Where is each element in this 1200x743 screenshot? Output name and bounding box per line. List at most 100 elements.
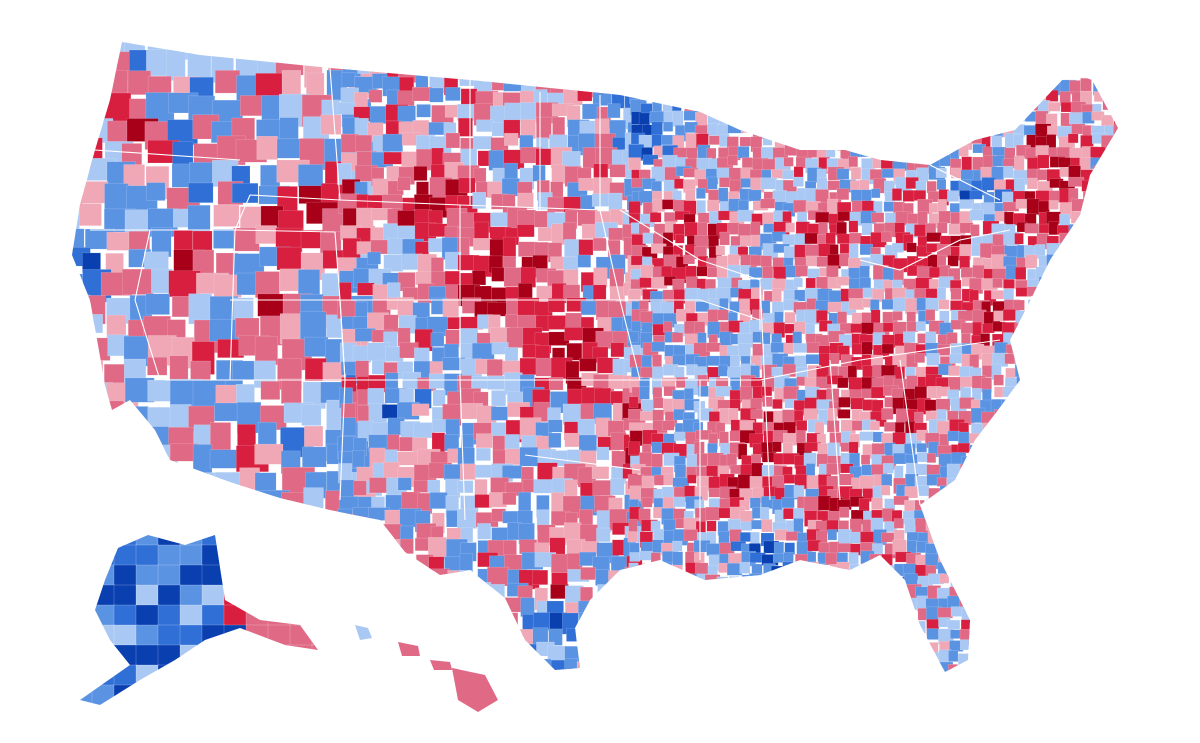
county-cell bbox=[201, 604, 226, 627]
county-cell bbox=[397, 451, 419, 466]
county-cell bbox=[851, 420, 863, 431]
county-cell bbox=[782, 169, 794, 180]
county-cell bbox=[848, 288, 864, 300]
county-cell bbox=[214, 70, 241, 94]
county-cell bbox=[628, 157, 641, 170]
county-cell bbox=[1015, 266, 1027, 280]
county-cell bbox=[892, 188, 903, 201]
county-cell bbox=[793, 485, 805, 498]
county-cell bbox=[706, 355, 720, 366]
county-cell bbox=[739, 561, 751, 574]
county-cell bbox=[413, 166, 428, 181]
county-cell bbox=[805, 354, 821, 365]
county-cell bbox=[727, 155, 738, 166]
county-cell bbox=[429, 492, 448, 509]
county-cell bbox=[861, 322, 874, 335]
county-cell bbox=[233, 297, 254, 322]
county-cell bbox=[640, 264, 654, 278]
county-cell bbox=[504, 162, 518, 181]
county-cell bbox=[991, 245, 1007, 255]
county-cell bbox=[551, 492, 565, 512]
county-cell bbox=[564, 327, 584, 341]
county-cell bbox=[168, 270, 201, 298]
county-cell bbox=[592, 480, 613, 496]
county-cell bbox=[429, 361, 443, 375]
county-cell bbox=[715, 245, 726, 256]
county-cell bbox=[255, 271, 280, 298]
county-cell bbox=[551, 164, 567, 184]
county-cell bbox=[548, 377, 564, 391]
county-cell bbox=[881, 408, 894, 420]
county-cell bbox=[687, 474, 697, 484]
county-cell bbox=[750, 531, 760, 545]
county-cell bbox=[950, 300, 964, 312]
county-cell bbox=[719, 201, 730, 213]
county-cell bbox=[427, 479, 441, 494]
county-cell bbox=[104, 183, 129, 212]
county-cell bbox=[826, 265, 839, 278]
county-cell bbox=[671, 332, 684, 343]
county-cell bbox=[383, 151, 404, 165]
county-cell bbox=[157, 604, 182, 627]
county-cell bbox=[1003, 165, 1014, 179]
county-cell bbox=[795, 221, 810, 234]
county-cell bbox=[355, 134, 372, 152]
county-cell bbox=[416, 104, 431, 118]
county-cell bbox=[652, 409, 664, 422]
county-cell bbox=[352, 450, 366, 468]
county-cell bbox=[947, 190, 960, 202]
county-cell bbox=[707, 123, 719, 136]
county-cell bbox=[969, 189, 983, 200]
county-cell bbox=[697, 332, 707, 345]
county-cell bbox=[562, 222, 577, 241]
county-cell bbox=[759, 507, 770, 520]
county-cell bbox=[1025, 254, 1038, 269]
county-cell bbox=[815, 211, 830, 223]
county-cell bbox=[113, 564, 138, 587]
county-cell bbox=[210, 422, 231, 454]
county-cell bbox=[760, 198, 776, 209]
county-cell bbox=[838, 397, 851, 408]
county-cell bbox=[696, 453, 708, 467]
county-cell bbox=[188, 293, 212, 325]
county-cell bbox=[881, 231, 893, 243]
county-cell bbox=[848, 155, 859, 168]
county-cell bbox=[472, 191, 487, 209]
county-cell bbox=[883, 463, 894, 474]
county-cell bbox=[157, 624, 182, 647]
county-cell bbox=[946, 332, 958, 346]
county-cell bbox=[926, 232, 942, 243]
county-cell bbox=[397, 176, 411, 191]
county-cell bbox=[472, 270, 487, 286]
county-cell bbox=[860, 531, 876, 543]
county-cell bbox=[969, 354, 980, 369]
county-cell bbox=[994, 210, 1006, 222]
county-cell bbox=[737, 474, 751, 489]
county-cell bbox=[502, 465, 523, 479]
county-cell bbox=[234, 317, 260, 338]
county-cell bbox=[121, 268, 154, 295]
county-cell bbox=[473, 135, 493, 150]
county-cell bbox=[894, 465, 904, 480]
county-cell bbox=[992, 278, 1003, 289]
county-cell bbox=[837, 409, 851, 419]
county-cell bbox=[532, 164, 546, 182]
county-cell bbox=[981, 177, 997, 191]
county-cell bbox=[730, 377, 741, 391]
county-cell bbox=[992, 155, 1005, 167]
county-cell bbox=[795, 265, 809, 277]
county-cell bbox=[837, 543, 853, 553]
county-cell bbox=[145, 293, 170, 315]
county-cell bbox=[517, 209, 536, 227]
county-cell bbox=[673, 345, 686, 357]
county-cell bbox=[302, 446, 327, 468]
county-cell bbox=[520, 102, 537, 122]
county-cell bbox=[651, 341, 666, 352]
county-cell bbox=[718, 364, 728, 377]
county-cell bbox=[135, 584, 160, 607]
county-cell bbox=[610, 342, 625, 358]
county-cell bbox=[548, 419, 563, 433]
county-cell bbox=[381, 404, 400, 419]
county-cell bbox=[817, 495, 831, 511]
county-cell bbox=[432, 389, 446, 407]
